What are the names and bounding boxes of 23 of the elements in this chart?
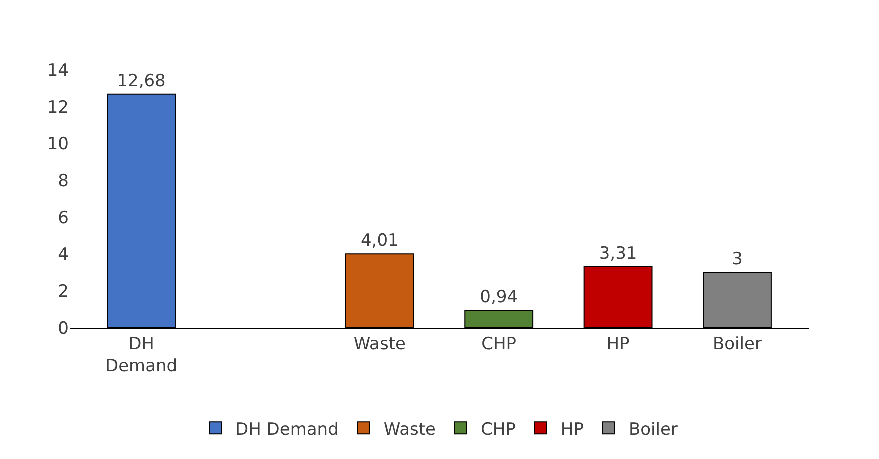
x-tick-label: CHP bbox=[482, 334, 517, 354]
x-tick-label: HP bbox=[606, 334, 630, 354]
y-tick-label: 12 bbox=[47, 98, 69, 118]
legend-label: Waste bbox=[384, 420, 436, 440]
data-label: 4,01 bbox=[360, 231, 399, 252]
legend-label: DH Demand bbox=[236, 420, 339, 440]
y-tick-label: 10 bbox=[47, 134, 69, 155]
data-label: 12,68 bbox=[117, 71, 166, 92]
data-label: 0,94 bbox=[480, 288, 518, 308]
y-tick-label: 2 bbox=[58, 282, 69, 302]
x-tick-label: Boiler bbox=[712, 334, 762, 354]
y-tick-label: 8 bbox=[58, 172, 69, 192]
legend-label: HP bbox=[560, 420, 584, 440]
y-tick-label: 6 bbox=[58, 208, 69, 228]
legend-label: Boiler bbox=[628, 420, 678, 440]
legend-label: CHP bbox=[481, 420, 516, 440]
y-tick-label: 4 bbox=[58, 245, 69, 266]
y-tick-label: 0 bbox=[58, 318, 69, 339]
x-tick-label: Waste bbox=[354, 334, 406, 354]
y-tick-label: 14 bbox=[47, 60, 69, 81]
data-label: 3 bbox=[732, 250, 743, 270]
x-tick-label: DH Demand bbox=[105, 334, 178, 376]
data-label: 3,31 bbox=[599, 244, 638, 264]
